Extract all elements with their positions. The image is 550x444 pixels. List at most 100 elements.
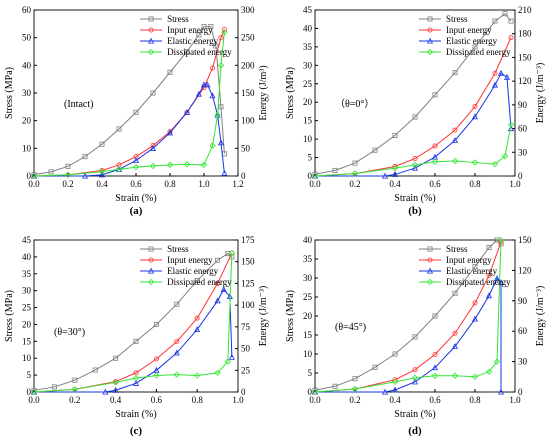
data-point (102, 388, 109, 395)
data-point (507, 121, 515, 128)
y-left-tick-label: 10 (303, 349, 313, 359)
data-point (201, 24, 207, 30)
legend-marker (427, 27, 433, 33)
series-line (33, 252, 233, 391)
panel-caption: (c) (130, 425, 143, 437)
y-right-tick-label: 50 (241, 143, 251, 153)
data-point (113, 355, 119, 361)
data-point (432, 352, 438, 358)
x-axis-label: Strain (%) (394, 193, 435, 204)
data-point (184, 49, 190, 55)
y-right-axis-label: Energy (J/m⁻³) (258, 286, 269, 347)
data-point (432, 143, 438, 149)
y-left-tick-label: 0 (27, 171, 32, 181)
data-point (485, 292, 493, 299)
data-point (174, 301, 180, 307)
legend-marker (148, 267, 155, 274)
data-point (214, 369, 221, 377)
y-right-tick-label: 90 (518, 100, 528, 110)
data-point (493, 358, 501, 365)
data-point (215, 280, 221, 286)
legend-label: Elastic energy (446, 266, 498, 276)
y-left-tick-label: 35 (303, 42, 313, 52)
data-point (381, 172, 389, 179)
y-right-tick-label: 120 (518, 76, 532, 86)
data-point (452, 70, 458, 76)
data-point (173, 349, 180, 356)
data-point (98, 171, 106, 178)
y-right-tick-label: 125 (241, 278, 255, 288)
y-left-axis-label: Stress (MPa) (285, 290, 296, 342)
series-dissipated-energy (311, 236, 505, 396)
legend-label: Input energy (446, 25, 492, 35)
series-stress (31, 24, 227, 178)
y-right-axis-label: Energy (J/m⁻³) (535, 63, 546, 124)
series-line (314, 239, 502, 393)
x-tick-label: 0.6 (151, 395, 163, 405)
data-point (99, 141, 105, 147)
y-left-tick-label: 0 (308, 387, 313, 397)
chart-panel: 0.0 0.2 0.4 0.6 0.8 1.0 1.20102030405060050100… (4, 5, 269, 217)
legend-marker (148, 246, 154, 252)
data-point (432, 92, 438, 98)
panel-caption: (a) (130, 205, 143, 217)
data-point (173, 371, 180, 378)
data-point (486, 245, 492, 251)
y-right-tick-label: 100 (241, 116, 255, 126)
y-left-tick-label: 20 (303, 311, 313, 321)
data-point (494, 237, 500, 243)
data-point (411, 378, 419, 385)
series-dissipated-energy (30, 28, 228, 180)
data-point (352, 376, 358, 382)
data-point (30, 388, 38, 396)
x-tick-label: 0.4 (389, 395, 401, 405)
plot-frame (314, 9, 516, 177)
data-point (228, 353, 235, 360)
legend-label: Input energy (446, 255, 492, 265)
y-left-tick-label: 10 (303, 134, 313, 144)
data-point (471, 373, 479, 380)
y-left-tick-label: 35 (22, 269, 32, 279)
condition-annotation: (θ=30°) (54, 327, 85, 338)
data-point (112, 386, 119, 393)
data-point (451, 157, 459, 165)
y-right-tick-label: 75 (241, 322, 251, 332)
data-point (311, 388, 319, 396)
data-point (194, 315, 200, 321)
data-point (166, 161, 174, 169)
data-point (149, 162, 157, 170)
condition-annotation: (θ=45°) (335, 322, 366, 333)
legend-label: Elastic energy (167, 266, 219, 276)
plot-frame (33, 239, 239, 393)
x-tick-label: 1.2 (232, 179, 243, 189)
legend-marker (426, 37, 434, 44)
y-left-tick-label: 40 (22, 60, 32, 70)
data-point (452, 290, 458, 296)
legend-label: Input energy (167, 25, 213, 35)
data-point (217, 139, 225, 146)
data-point (31, 172, 37, 178)
legend-label: Stress (446, 14, 468, 24)
legend-marker (147, 278, 155, 286)
data-point (153, 372, 160, 379)
y-right-tick-label: 300 (241, 5, 255, 15)
data-point (153, 321, 159, 327)
series-line (33, 29, 225, 177)
x-tick-label: 0.6 (429, 395, 441, 405)
data-point (218, 35, 224, 41)
series-elastic-energy (30, 81, 228, 179)
y-right-tick-label: 0 (241, 387, 246, 397)
series-line (33, 32, 225, 177)
series-line (34, 288, 233, 393)
data-point (220, 286, 227, 293)
y-left-tick-label: 20 (22, 116, 32, 126)
chart-panel: 0.0 0.2 0.4 0.6 0.8 1.00510152025303540030609… (285, 235, 546, 437)
series-line (315, 72, 512, 177)
series-line (314, 37, 512, 177)
data-point (391, 386, 399, 393)
legend-marker (426, 267, 434, 274)
legend-label: Input energy (167, 255, 213, 265)
